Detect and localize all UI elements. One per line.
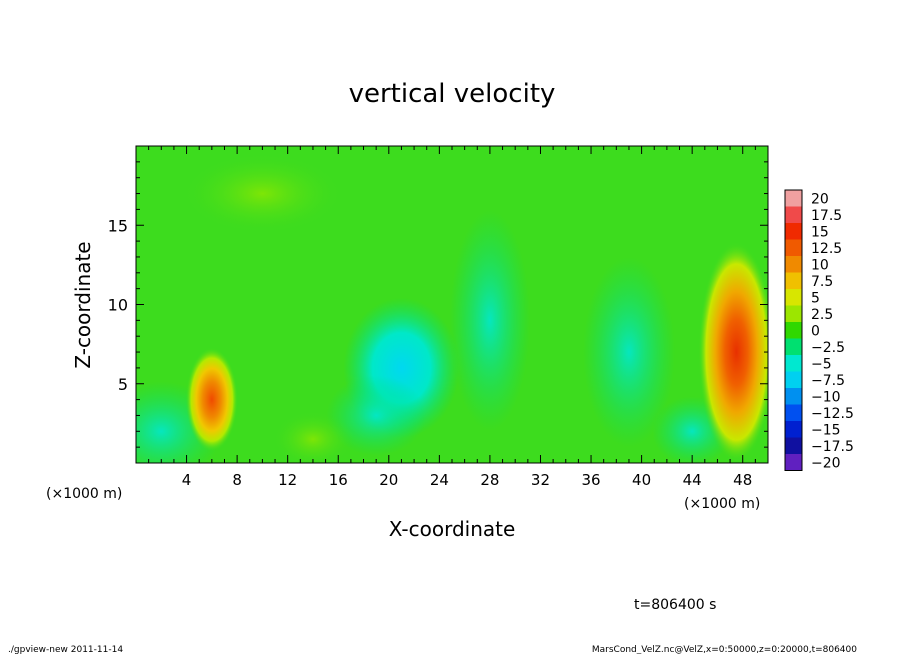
colorbar-label: 17.5 <box>811 208 842 224</box>
cool-band-right <box>582 257 675 448</box>
colorbar-swatch <box>785 388 802 405</box>
lime-region-upper <box>182 153 343 234</box>
colorbar-swatch <box>785 272 802 290</box>
field-features <box>136 153 768 463</box>
colorbar-swatch <box>785 190 802 207</box>
colorbar-swatch <box>785 239 802 257</box>
colorbar-swatch <box>785 437 802 455</box>
colorbar-frame <box>784 189 803 471</box>
colorbar-label: 2.5 <box>811 307 833 323</box>
colorbar-label: 0 <box>811 323 820 339</box>
colorbar-swatch <box>785 305 802 323</box>
chart-title: vertical velocity <box>349 79 556 109</box>
warm-updraft-right <box>698 242 768 463</box>
x-axis-ticks: 4 8 12 16 20 24 28 32 36 40 44 48 <box>148 146 756 489</box>
colorbar-swatch <box>785 421 802 438</box>
heatmap-field <box>136 146 768 463</box>
x-tick-label: 40 <box>632 471 651 489</box>
lime-region-left <box>272 411 353 463</box>
x-tick-label: 24 <box>430 471 449 489</box>
x-tick-label: 36 <box>581 471 600 489</box>
colorbar-label: −20 <box>811 455 841 471</box>
colorbar-swatch <box>785 223 802 240</box>
time-label: t=806400 s <box>634 597 716 613</box>
x-axis-label: X-coordinate <box>389 517 516 541</box>
x-tick-label: 28 <box>480 471 499 489</box>
x-tick-label: 20 <box>379 471 398 489</box>
y-tick-label: 15 <box>108 216 128 235</box>
colorbar-swatch <box>785 206 802 224</box>
colorbar-label: 15 <box>811 224 829 240</box>
x-tick-label: 4 <box>182 471 192 489</box>
colorbar-swatch <box>785 338 802 356</box>
colorbar-label: 20 <box>811 191 829 207</box>
x-tick-label: 48 <box>733 471 752 489</box>
colorbar-label: −17.5 <box>811 439 854 455</box>
colorbar-swatch <box>785 355 802 372</box>
cool-band-center <box>449 210 530 431</box>
colorbar-swatch <box>785 322 802 339</box>
colorbar-label: −5 <box>811 356 832 372</box>
colorbar-label: −15 <box>811 422 841 438</box>
colorbar-label: −7.5 <box>811 373 845 389</box>
x-tick-label: 16 <box>329 471 348 489</box>
colorbar-label: 10 <box>811 257 829 273</box>
y-axis-ticks: 5 10 15 <box>108 161 768 448</box>
x-tick-label: 12 <box>278 471 297 489</box>
x-tick-label: 8 <box>232 471 242 489</box>
warm-updraft-left <box>185 347 238 452</box>
colorbar-swatch <box>785 371 802 389</box>
y-tick-label: 5 <box>118 375 128 394</box>
footer-left: ./gpview-new 2011-11-14 <box>8 645 123 654</box>
x-unit-left: (×1000 m) <box>46 486 122 502</box>
x-tick-label: 44 <box>683 471 702 489</box>
colorbar-label: 7.5 <box>811 274 833 290</box>
colorbar-label: −10 <box>811 389 841 405</box>
colorbar-swatch <box>785 256 802 273</box>
colorbar-swatch <box>785 454 802 471</box>
footer-right: MarsCond_VelZ.nc@VelZ,x=0:50000,z=0:2000… <box>592 645 857 654</box>
colorbar-label: 12.5 <box>811 241 842 257</box>
colorbar-label: −2.5 <box>811 340 845 356</box>
y-axis-label: Z-coordinate <box>71 241 95 368</box>
colorbar-swatch <box>785 404 802 422</box>
colorbar: 2017.51512.5107.552.50−2.5−5−7.5−10−12.5… <box>784 189 854 471</box>
colorbar-swatch <box>785 289 802 306</box>
y-tick-label: 10 <box>108 296 128 315</box>
colorbar-label: −12.5 <box>811 406 854 422</box>
colorbar-label: 5 <box>811 290 820 306</box>
x-unit-right: (×1000 m) <box>684 496 760 512</box>
x-tick-label: 32 <box>531 471 550 489</box>
